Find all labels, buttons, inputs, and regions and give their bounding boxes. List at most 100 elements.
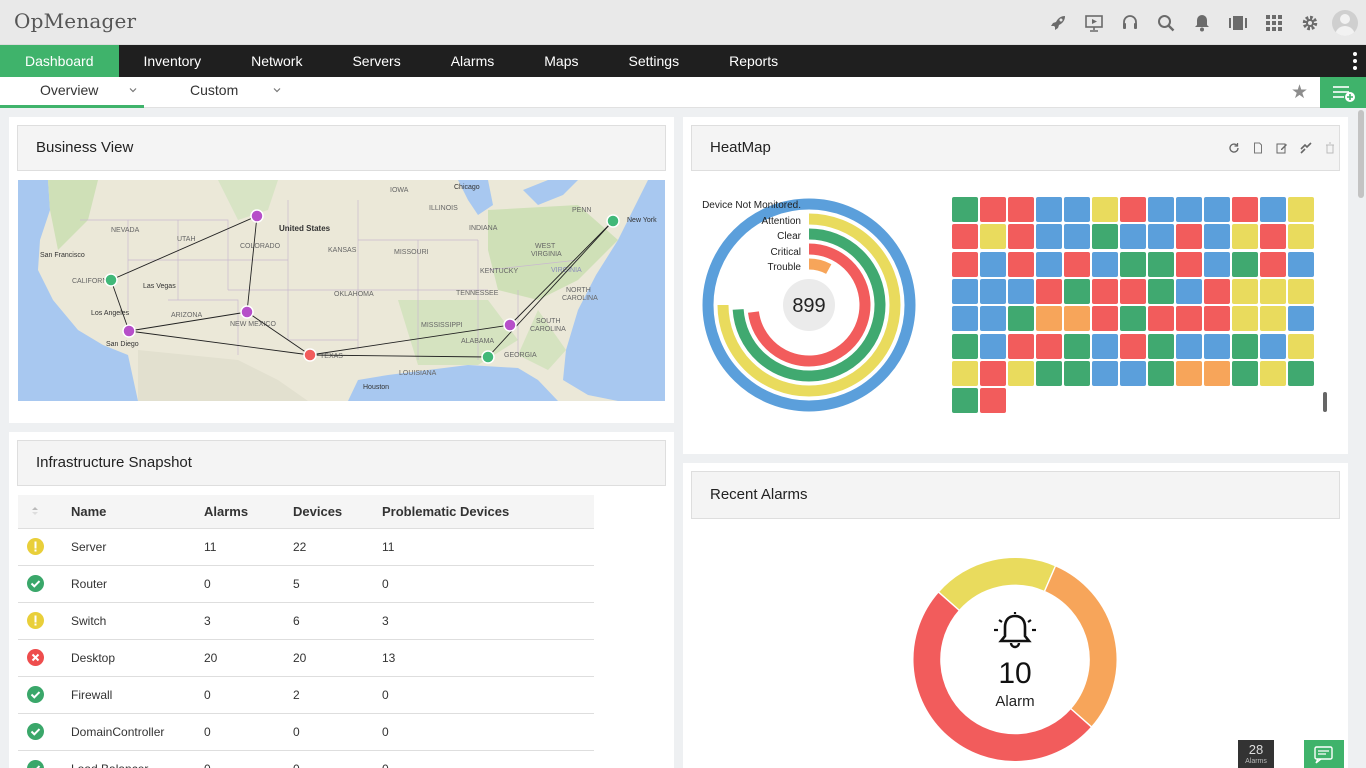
heatmap-cell[interactable] <box>1036 224 1062 250</box>
heatmap-cell[interactable] <box>1232 306 1258 332</box>
row-name[interactable]: Load Balancer <box>71 750 204 768</box>
heatmap-cell[interactable] <box>1260 333 1286 359</box>
heatmap-cell[interactable] <box>1008 224 1034 250</box>
heatmap-cell[interactable] <box>1232 197 1258 222</box>
heatmap-cell[interactable] <box>1176 333 1202 359</box>
heatmap-cell[interactable] <box>1260 360 1286 386</box>
heatmap-cell[interactable] <box>1092 278 1118 304</box>
heatmap-cell[interactable] <box>952 197 978 222</box>
heatmap-cell[interactable] <box>1204 333 1230 359</box>
heatmap-cell[interactable] <box>1288 306 1314 332</box>
devices-icon[interactable] <box>1220 0 1256 45</box>
heatmap-cell[interactable] <box>1092 306 1118 332</box>
heatmap-cell[interactable] <box>1008 333 1034 359</box>
heatmap-cell[interactable] <box>1036 306 1062 332</box>
heatmap-cell[interactable] <box>1288 278 1314 304</box>
table-row[interactable]: Server 11 22 11 <box>18 528 594 566</box>
heatmap-cell[interactable] <box>1120 224 1146 250</box>
refresh-icon[interactable] <box>1226 141 1242 155</box>
heatmap-cell[interactable] <box>1064 224 1090 250</box>
donut-slice-critical[interactable] <box>912 590 1093 763</box>
business-view-map[interactable]: IOWA Chicago ILLINOIS PENN New York NEVA… <box>18 180 665 401</box>
heatmap-cell[interactable] <box>1176 251 1202 277</box>
search-icon[interactable] <box>1148 0 1184 45</box>
column-header-name[interactable]: Name <box>71 495 204 529</box>
export-icon[interactable] <box>1250 141 1266 155</box>
alarms-counter-badge[interactable]: 28 Alarms <box>1238 740 1274 768</box>
heatmap-cell[interactable] <box>1204 360 1230 386</box>
heatmap-cell[interactable] <box>1064 251 1090 277</box>
heatmap-cell[interactable] <box>1232 278 1258 304</box>
heatmap-cell[interactable] <box>980 388 1006 414</box>
nav-item-reports[interactable]: Reports <box>729 53 779 69</box>
nav-item-settings[interactable]: Settings <box>628 53 680 69</box>
map-node[interactable] <box>303 348 317 362</box>
column-header-alarms[interactable]: Alarms <box>204 495 293 529</box>
row-name[interactable]: Server <box>71 528 204 566</box>
heatmap-scrollbar[interactable] <box>1323 392 1327 412</box>
avatar[interactable] <box>1332 9 1358 36</box>
row-name[interactable]: Desktop <box>71 639 204 677</box>
heatmap-cell[interactable] <box>1260 278 1286 304</box>
heatmap-cell[interactable] <box>980 306 1006 332</box>
sort-icon[interactable] <box>18 495 52 529</box>
heatmap-cell[interactable] <box>980 278 1006 304</box>
heatmap-cell[interactable] <box>1008 197 1034 222</box>
column-header-devices[interactable]: Devices <box>293 495 382 529</box>
ring-attention[interactable] <box>717 213 901 397</box>
heatmap-cell[interactable] <box>1092 251 1118 277</box>
heatmap-cell[interactable] <box>1008 278 1034 304</box>
heatmap-cell[interactable] <box>1176 224 1202 250</box>
heatmap-cell[interactable] <box>1036 333 1062 359</box>
add-widget-button[interactable] <box>1320 77 1366 108</box>
chat-button[interactable] <box>1304 740 1344 768</box>
nav-item-servers[interactable]: Servers <box>352 53 401 69</box>
heatmap-cell[interactable] <box>1148 251 1174 277</box>
heatmap-cell[interactable] <box>1064 333 1090 359</box>
heatmap-cell[interactable] <box>1288 197 1314 222</box>
heatmap-cell[interactable] <box>1120 306 1146 332</box>
ring-trouble[interactable] <box>808 258 832 275</box>
heatmap-cell[interactable] <box>980 197 1006 222</box>
heatmap-cell[interactable] <box>980 333 1006 359</box>
presentation-icon[interactable] <box>1076 0 1112 45</box>
heatmap-cell[interactable] <box>1232 251 1258 277</box>
heatmap-cell[interactable] <box>980 224 1006 250</box>
table-row[interactable]: Firewall 0 2 0 <box>18 676 594 714</box>
map-node[interactable] <box>122 324 136 338</box>
heatmap-cell[interactable] <box>1288 360 1314 386</box>
heatmap-cell[interactable] <box>1232 360 1258 386</box>
heatmap-cell[interactable] <box>1036 360 1062 386</box>
app-logo[interactable]: OpMenager <box>14 9 137 33</box>
row-name[interactable]: Router <box>71 565 204 603</box>
heatmap-cell[interactable] <box>1036 278 1062 304</box>
table-row[interactable]: Desktop 20 20 13 <box>18 639 594 677</box>
chevron-down-icon[interactable] <box>129 86 137 94</box>
heatmap-cell[interactable] <box>1260 306 1286 332</box>
heatmap-cell[interactable] <box>1092 360 1118 386</box>
heatmap-cell[interactable] <box>1204 224 1230 250</box>
tab-custom[interactable]: Custom <box>144 77 288 108</box>
heatmap-cell[interactable] <box>1120 197 1146 222</box>
heatmap-cell[interactable] <box>1204 306 1230 332</box>
table-row[interactable]: DomainController 0 0 0 <box>18 713 594 751</box>
heatmap-cell[interactable] <box>1204 197 1230 222</box>
heatmap-cell[interactable] <box>952 306 978 332</box>
recent-alarms-donut[interactable] <box>895 551 1135 768</box>
nav-item-maps[interactable]: Maps <box>544 53 579 69</box>
more-menu-icon[interactable] <box>1352 52 1358 70</box>
tab-overview[interactable]: Overview <box>0 77 144 108</box>
heatmap-cell[interactable] <box>1204 278 1230 304</box>
heatmap-cell[interactable] <box>1120 251 1146 277</box>
heatmap-cell[interactable] <box>1232 224 1258 250</box>
heatmap-cell[interactable] <box>1148 333 1174 359</box>
heatmap-cell[interactable] <box>1176 278 1202 304</box>
heatmap-cell[interactable] <box>1232 333 1258 359</box>
heatmap-cell[interactable] <box>952 360 978 386</box>
heatmap-cell[interactable] <box>1148 278 1174 304</box>
heatmap-cell[interactable] <box>1064 197 1090 222</box>
rocket-icon[interactable] <box>1040 0 1076 45</box>
map-node[interactable] <box>503 318 517 332</box>
heatmap-cell[interactable] <box>1148 306 1174 332</box>
map-node[interactable] <box>606 214 620 228</box>
